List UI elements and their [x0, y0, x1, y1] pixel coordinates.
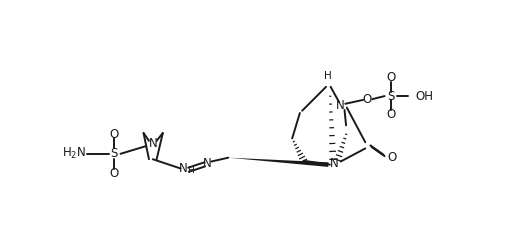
Text: S: S	[387, 90, 395, 103]
Text: O: O	[388, 151, 397, 164]
Text: S: S	[111, 147, 118, 160]
Polygon shape	[228, 158, 328, 167]
Text: N: N	[148, 137, 157, 150]
Text: O: O	[362, 93, 372, 106]
Text: H: H	[325, 71, 332, 81]
Text: O: O	[110, 128, 119, 141]
Text: O: O	[110, 167, 119, 180]
Text: N: N	[203, 156, 212, 170]
Text: N: N	[179, 162, 188, 175]
Text: H$_2$N: H$_2$N	[63, 146, 87, 161]
Text: O: O	[386, 71, 395, 84]
Text: N: N	[330, 156, 339, 170]
Text: OH: OH	[416, 90, 433, 103]
Text: N: N	[336, 99, 345, 112]
Text: O: O	[386, 108, 395, 121]
Text: H: H	[187, 166, 194, 175]
